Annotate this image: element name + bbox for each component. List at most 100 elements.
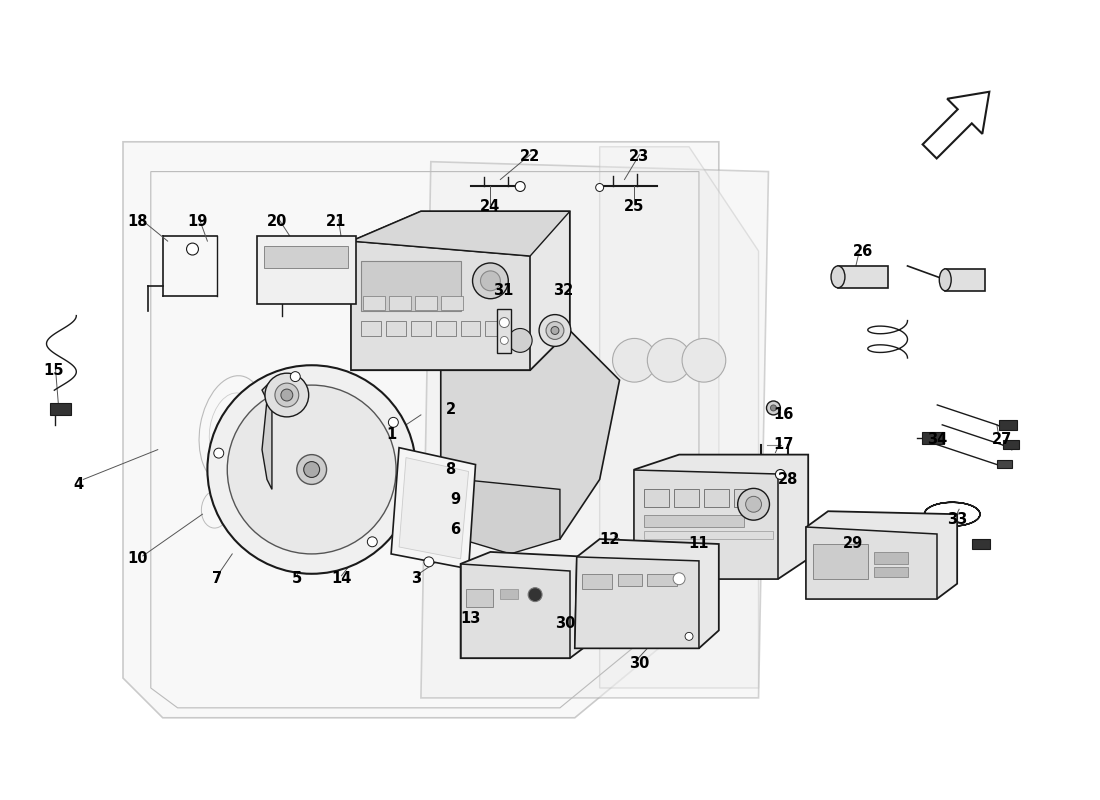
Ellipse shape: [939, 269, 952, 290]
Polygon shape: [461, 564, 570, 658]
Text: 6: 6: [451, 522, 461, 537]
Circle shape: [746, 496, 761, 512]
Circle shape: [424, 557, 433, 567]
Text: 12: 12: [600, 531, 619, 546]
Circle shape: [265, 373, 309, 417]
Bar: [441, 296, 463, 310]
Text: 3: 3: [411, 571, 421, 586]
Bar: [363, 296, 385, 310]
Circle shape: [767, 401, 780, 415]
Text: 32: 32: [553, 283, 573, 298]
Polygon shape: [461, 479, 560, 554]
Bar: [465, 589, 494, 606]
Bar: [617, 574, 642, 586]
Bar: [734, 490, 759, 507]
Bar: [415, 296, 437, 310]
Circle shape: [685, 632, 693, 640]
Text: 5: 5: [292, 571, 301, 586]
Text: 23: 23: [629, 150, 649, 164]
Circle shape: [290, 372, 300, 382]
Bar: [485, 321, 505, 337]
Text: 29: 29: [843, 537, 864, 551]
Text: 26: 26: [852, 243, 873, 258]
Bar: [704, 490, 728, 507]
Circle shape: [546, 322, 564, 339]
Polygon shape: [351, 241, 530, 370]
Polygon shape: [421, 162, 769, 698]
Circle shape: [551, 326, 559, 334]
Text: 21: 21: [327, 214, 346, 229]
Text: 16: 16: [773, 407, 793, 422]
Polygon shape: [123, 142, 718, 718]
Text: 31: 31: [493, 283, 514, 298]
Text: 8: 8: [446, 462, 455, 477]
Polygon shape: [461, 552, 590, 658]
Circle shape: [776, 470, 785, 479]
Bar: [582, 574, 612, 589]
Circle shape: [304, 462, 320, 478]
Circle shape: [647, 338, 691, 382]
Circle shape: [280, 389, 293, 401]
Text: 10: 10: [128, 551, 148, 566]
Bar: [50, 403, 72, 415]
Text: 17: 17: [773, 437, 793, 452]
Polygon shape: [806, 511, 957, 598]
Polygon shape: [441, 321, 619, 539]
Text: 14: 14: [331, 571, 352, 586]
Circle shape: [528, 588, 542, 602]
Circle shape: [539, 314, 571, 346]
Bar: [461, 321, 481, 337]
Bar: [674, 490, 698, 507]
Bar: [972, 539, 990, 549]
Text: 7: 7: [212, 571, 222, 586]
Text: 9: 9: [451, 492, 461, 507]
Polygon shape: [392, 448, 475, 569]
Polygon shape: [575, 557, 698, 648]
Polygon shape: [262, 380, 272, 490]
Bar: [361, 321, 382, 337]
Bar: [873, 552, 909, 564]
Text: 27: 27: [992, 432, 1012, 447]
Bar: [645, 490, 669, 507]
Text: 28: 28: [778, 472, 799, 487]
Bar: [436, 321, 455, 337]
Circle shape: [275, 383, 299, 407]
Bar: [497, 309, 512, 354]
Bar: [999, 420, 1016, 430]
Text: 13: 13: [461, 611, 481, 626]
Bar: [813, 544, 868, 578]
Bar: [411, 321, 431, 337]
Ellipse shape: [830, 266, 845, 288]
Circle shape: [208, 366, 416, 574]
Text: 19: 19: [187, 214, 208, 229]
Bar: [997, 459, 1012, 467]
Bar: [945, 269, 984, 290]
Text: 22: 22: [520, 150, 540, 164]
Circle shape: [596, 183, 604, 191]
Bar: [257, 236, 356, 304]
Text: 30: 30: [629, 656, 650, 670]
Text: 11: 11: [689, 537, 710, 551]
Circle shape: [673, 573, 685, 585]
Circle shape: [367, 537, 377, 546]
Polygon shape: [575, 539, 718, 648]
Text: 24: 24: [481, 199, 500, 214]
Circle shape: [682, 338, 726, 382]
Bar: [500, 589, 518, 598]
Circle shape: [515, 182, 525, 191]
Circle shape: [738, 488, 770, 520]
Bar: [264, 246, 349, 268]
Text: 20: 20: [266, 214, 287, 229]
Text: 2: 2: [446, 402, 455, 418]
Polygon shape: [806, 527, 937, 598]
Polygon shape: [923, 92, 989, 158]
Circle shape: [213, 448, 223, 458]
Text: 4: 4: [74, 477, 84, 492]
Circle shape: [481, 271, 500, 290]
Text: 30: 30: [554, 616, 575, 631]
Bar: [389, 296, 411, 310]
Text: 33: 33: [947, 512, 967, 526]
Circle shape: [508, 329, 532, 352]
Bar: [873, 567, 909, 577]
Polygon shape: [635, 454, 808, 578]
